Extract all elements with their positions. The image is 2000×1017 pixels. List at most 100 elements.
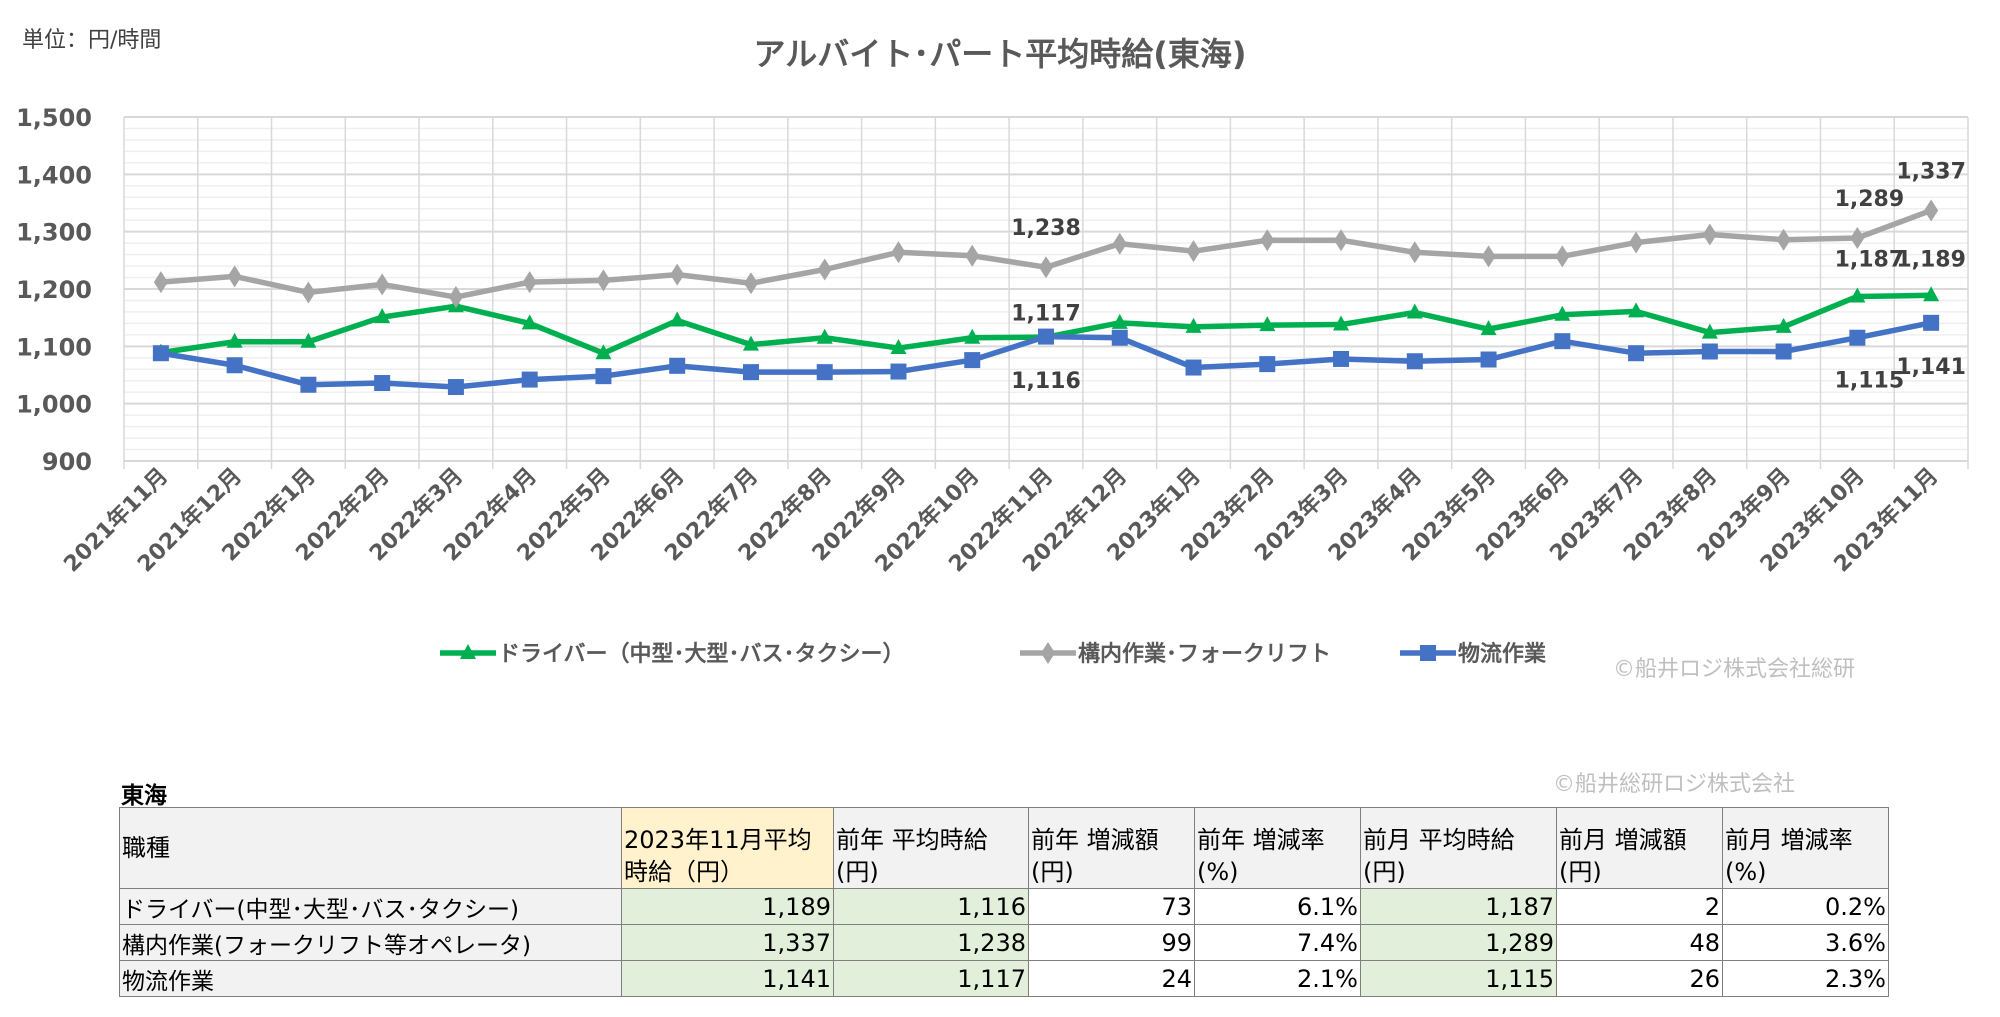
data-point (1850, 226, 1865, 249)
data-label: 1,117 (1011, 302, 1081, 327)
series-square (152, 314, 1940, 396)
data-point (374, 375, 391, 392)
y-axis-ticks: 900 1,000 1,100 1,200 1,300 1,400 1,500 (16, 104, 92, 476)
header-current-wage: 2023年11月平均時給（円） (621, 807, 834, 889)
data-point (1554, 333, 1571, 350)
series-lines (152, 199, 1940, 396)
data-point (300, 332, 317, 348)
y-tick-label: 900 (42, 448, 92, 476)
y-tick-label: 1,200 (16, 276, 92, 304)
legend-label: ドライバー（中型･大型･バス･タクシー） (498, 642, 905, 667)
data-point (1333, 315, 1350, 331)
data-point (521, 371, 538, 388)
data-point (226, 332, 243, 348)
data-label: 1,337 (1896, 159, 1966, 184)
data-point (1480, 320, 1497, 336)
data-point (1849, 329, 1866, 346)
data-point (669, 357, 686, 374)
data-point (1333, 350, 1350, 367)
data-point (1776, 228, 1791, 251)
value-cell: 26 (1556, 960, 1723, 997)
line-chart: アルバイト･パート平均時給(東海) 900 1,000 1,100 1,200 1,30… (16, 35, 1969, 682)
data-point (890, 363, 907, 380)
data-point (301, 281, 316, 304)
value-cell: 1,115 (1360, 960, 1557, 997)
data-point (1259, 316, 1276, 332)
job-type-cell: 構内作業(フォークリフト等オペレータ) (119, 924, 622, 961)
value-cell: 1,189 (621, 888, 834, 925)
unit-label: 単位：円/時間 (22, 28, 162, 53)
data-point (1923, 314, 1940, 331)
legend-item: 構内作業･フォークリフト (1020, 641, 1331, 667)
data-label: 1,187 (1835, 247, 1905, 272)
value-cell: 73 (1028, 888, 1195, 925)
table-header-row: 職種 2023年11月平均時給（円） 前年 平均時給(円) 前年 増減額(円) … (119, 807, 1889, 889)
value-cell: 2 (1556, 888, 1723, 925)
data-point (891, 241, 906, 264)
data-point (742, 364, 759, 381)
data-point (1111, 329, 1128, 346)
y-tick-label: 1,100 (16, 333, 92, 361)
value-cell: 1,337 (621, 924, 834, 961)
data-point (817, 258, 832, 281)
data-point (1407, 241, 1422, 264)
data-point (374, 308, 391, 324)
data-point (669, 311, 686, 327)
data-point (1701, 343, 1718, 360)
table-row: 構内作業(フォークリフト等オペレータ) 1,337 1,238 99 7.4% 1,289… (119, 924, 1889, 961)
table-region-title: 東海 (121, 783, 167, 809)
legend-item: ドライバー（中型･大型･バス･タクシー） (440, 642, 905, 667)
legend-diamond-icon (1041, 642, 1055, 664)
data-point (816, 364, 833, 381)
y-tick-label: 1,300 (16, 219, 92, 247)
data-label: 1,238 (1011, 216, 1081, 241)
data-point (1186, 240, 1201, 263)
series-diamond (153, 199, 1939, 309)
value-cell: 3.6% (1722, 924, 1889, 961)
data-point (226, 357, 243, 374)
chart-title: アルバイト･パート平均時給(東海) (754, 35, 1247, 73)
data-point (890, 339, 907, 355)
value-cell: 1,116 (833, 888, 1029, 925)
data-point (816, 328, 833, 344)
value-cell: 1,289 (1360, 924, 1557, 961)
data-point (1481, 245, 1496, 268)
data-point (227, 265, 242, 288)
data-point (1923, 286, 1940, 302)
legend: ドライバー（中型･大型･バス･タクシー） 構内作業･フォークリフト 物流作業 (440, 641, 1547, 667)
data-point (447, 379, 464, 396)
data-point (375, 273, 390, 296)
data-point (1554, 305, 1571, 321)
value-cell: 1,141 (621, 960, 834, 997)
data-point (1185, 359, 1202, 376)
data-point (965, 244, 980, 267)
data-point (1775, 343, 1792, 360)
header-job-type: 職種 (119, 807, 622, 889)
data-point (1924, 199, 1939, 222)
y-tick-label: 1,500 (16, 104, 92, 132)
chart-copyright: ©船井ロジ株式会社総研 (1613, 657, 1855, 682)
data-point (448, 286, 463, 309)
data-point (595, 344, 612, 360)
data-point (522, 271, 537, 294)
header-prev-year-diff: 前年 増減額(円) (1028, 807, 1195, 889)
y-tick-label: 1,000 (16, 391, 92, 419)
header-prev-year-rate: 前年 増減率(%) (1194, 807, 1361, 889)
legend-label: 構内作業･フォークリフト (1078, 641, 1331, 667)
data-point (1260, 229, 1275, 252)
data-point (742, 335, 759, 351)
table-row: ドライバー(中型･大型･バス･タクシー) 1,189 1,116 73 6.1% 1,18… (119, 888, 1889, 925)
data-label: 1,141 (1896, 355, 1966, 380)
data-point (1111, 313, 1128, 329)
value-cell: 7.4% (1194, 924, 1361, 961)
value-cell: 1,238 (833, 924, 1029, 961)
data-label: 1,115 (1835, 369, 1905, 394)
value-cell: 48 (1556, 924, 1723, 961)
data-point (964, 352, 981, 369)
header-prev-month-wage: 前月 平均時給(円) (1360, 807, 1557, 889)
value-cell: 99 (1028, 924, 1195, 961)
value-cell: 1,117 (833, 960, 1029, 997)
legend-item: 物流作業 (1400, 641, 1547, 667)
data-point (1334, 229, 1349, 252)
